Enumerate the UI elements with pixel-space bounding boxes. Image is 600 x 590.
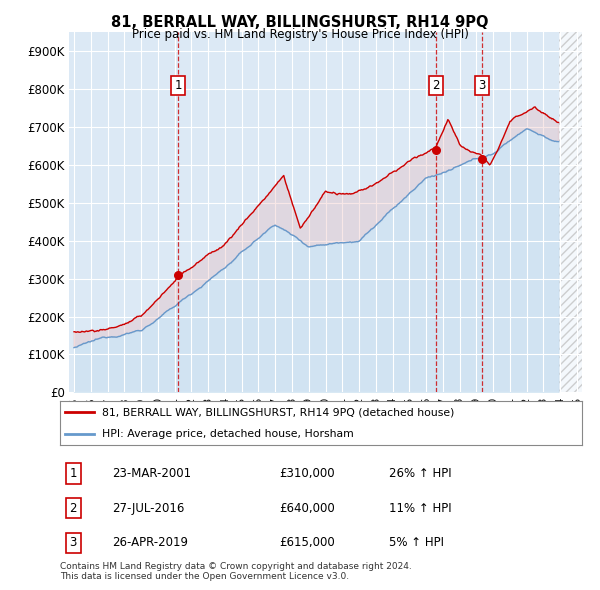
Point [477, 155, 487, 164]
Text: Contains HM Land Registry data © Crown copyright and database right 2024.: Contains HM Land Registry data © Crown c… [60, 562, 412, 571]
Text: 81, BERRALL WAY, BILLINGSHURST, RH14 9PQ (detached house): 81, BERRALL WAY, BILLINGSHURST, RH14 9PQ… [102, 407, 454, 417]
Polygon shape [559, 32, 582, 392]
Text: 26-APR-2019: 26-APR-2019 [112, 536, 188, 549]
Text: £640,000: £640,000 [279, 502, 335, 514]
Text: £615,000: £615,000 [279, 536, 335, 549]
Point [173, 270, 183, 280]
Text: Price paid vs. HM Land Registry's House Price Index (HPI): Price paid vs. HM Land Registry's House … [131, 28, 469, 41]
Text: 26% ↑ HPI: 26% ↑ HPI [389, 467, 451, 480]
Text: HPI: Average price, detached house, Horsham: HPI: Average price, detached house, Hors… [102, 430, 353, 440]
Text: 11% ↑ HPI: 11% ↑ HPI [389, 502, 451, 514]
Point [431, 145, 440, 155]
Text: 2: 2 [70, 502, 77, 514]
Text: 3: 3 [478, 79, 485, 92]
Text: 3: 3 [70, 536, 77, 549]
Text: 5% ↑ HPI: 5% ↑ HPI [389, 536, 444, 549]
Text: 27-JUL-2016: 27-JUL-2016 [112, 502, 185, 514]
Text: £310,000: £310,000 [279, 467, 335, 480]
Text: 1: 1 [70, 467, 77, 480]
Text: 81, BERRALL WAY, BILLINGSHURST, RH14 9PQ: 81, BERRALL WAY, BILLINGSHURST, RH14 9PQ [111, 15, 489, 30]
Text: 23-MAR-2001: 23-MAR-2001 [112, 467, 191, 480]
Text: 1: 1 [175, 79, 182, 92]
Text: This data is licensed under the Open Government Licence v3.0.: This data is licensed under the Open Gov… [60, 572, 349, 581]
Text: 2: 2 [432, 79, 439, 92]
